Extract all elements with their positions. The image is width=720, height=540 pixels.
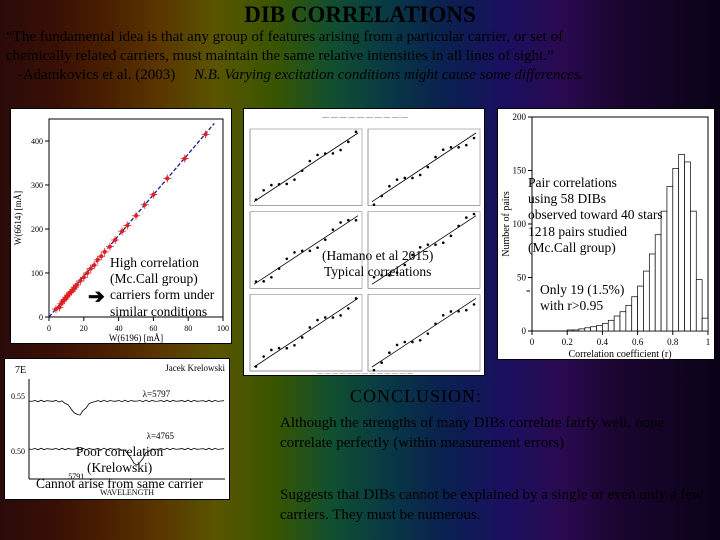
quote-attribution: -Adamkovics et al. (2003): [6, 67, 175, 83]
svg-text:— — — — — — — — — — — — —: — — — — — — — — — — — — —: [316, 371, 414, 375]
svg-text:300: 300: [31, 181, 43, 190]
svg-text:— — — — — — — — — —: — — — — — — — — — —: [321, 113, 409, 121]
svg-text:W(6614) [mÅ]: W(6614) [mÅ]: [13, 191, 23, 245]
svg-text:0.50: 0.50: [11, 447, 25, 456]
svg-text:0: 0: [47, 324, 51, 333]
svg-text:1: 1: [706, 337, 711, 347]
svg-text:0: 0: [530, 337, 535, 347]
quote-line-2: chemically related carriers, must mainta…: [6, 47, 714, 66]
svg-text:0.2: 0.2: [562, 337, 573, 347]
pair-correlation-caption: Pair correlationsusing 58 DIBsobserved t…: [528, 175, 663, 256]
svg-text:20: 20: [80, 324, 88, 333]
conclusion-heading: CONCLUSION:: [350, 386, 482, 407]
svg-text:7E: 7E: [15, 365, 26, 376]
svg-text:100: 100: [217, 324, 229, 333]
pair-correlation-note: -Only 19 (1.5%)with r>0.95: [540, 282, 624, 314]
page-title: DIB CORRELATIONS: [0, 0, 720, 28]
svg-text:100: 100: [31, 269, 43, 278]
conclusion-para-2: Suggests that DIBs cannot be explained b…: [280, 486, 710, 525]
quote-block: “The fundamental idea is that any group …: [0, 28, 720, 84]
svg-text:Correlation coefficient (r): Correlation coefficient (r): [568, 349, 671, 359]
svg-text:W(6196) [mÅ]: W(6196) [mÅ]: [109, 333, 163, 343]
svg-text:60: 60: [149, 324, 157, 333]
svg-text:λ=4765: λ=4765: [147, 431, 175, 441]
svg-text:Jacek Krelowski: Jacek Krelowski: [165, 363, 225, 373]
quote-nb: N.B. Varying excitation conditions might…: [194, 67, 583, 83]
svg-text:0.8: 0.8: [667, 337, 679, 347]
svg-text:200: 200: [31, 225, 43, 234]
svg-text:40: 40: [115, 324, 123, 333]
typical-correlations-chart: — — — — — — — — — — — — — — — — — — — — —…: [243, 108, 485, 376]
svg-text:Number of pairs: Number of pairs: [501, 191, 512, 257]
conclusion-para-1: Although the strengths of many DIBs corr…: [280, 414, 710, 453]
svg-text:100: 100: [513, 219, 527, 229]
svg-text:0.6: 0.6: [632, 337, 644, 347]
high-correlation-caption: High correlation(Mc.Call group)carriers …: [110, 255, 214, 320]
svg-text:200: 200: [513, 112, 527, 122]
svg-text:400: 400: [31, 137, 43, 146]
arrow-icon: ➔: [88, 284, 105, 309]
quote-line-1: “The fundamental idea is that any group …: [6, 28, 714, 47]
svg-text:50: 50: [517, 273, 527, 283]
svg-text:0: 0: [522, 326, 527, 336]
typical-correlations-caption: (Hamano et al 2015)Typical correlations: [322, 248, 433, 280]
svg-text:150: 150: [513, 166, 527, 176]
poor-correlation-caption: Poor correlation(Krelowski)Cannot arise …: [36, 444, 203, 493]
svg-text:80: 80: [184, 324, 192, 333]
svg-text:0.4: 0.4: [597, 337, 609, 347]
svg-text:λ=5797: λ=5797: [143, 389, 171, 399]
svg-text:0.55: 0.55: [11, 392, 25, 401]
svg-text:0: 0: [39, 313, 43, 322]
